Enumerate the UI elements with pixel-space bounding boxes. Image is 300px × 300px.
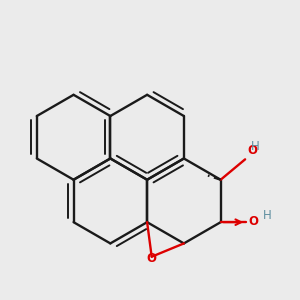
Text: H: H [263, 209, 272, 222]
Text: O: O [248, 215, 258, 228]
Text: H: H [251, 140, 260, 153]
Text: O: O [247, 144, 257, 157]
Text: O: O [147, 252, 157, 265]
